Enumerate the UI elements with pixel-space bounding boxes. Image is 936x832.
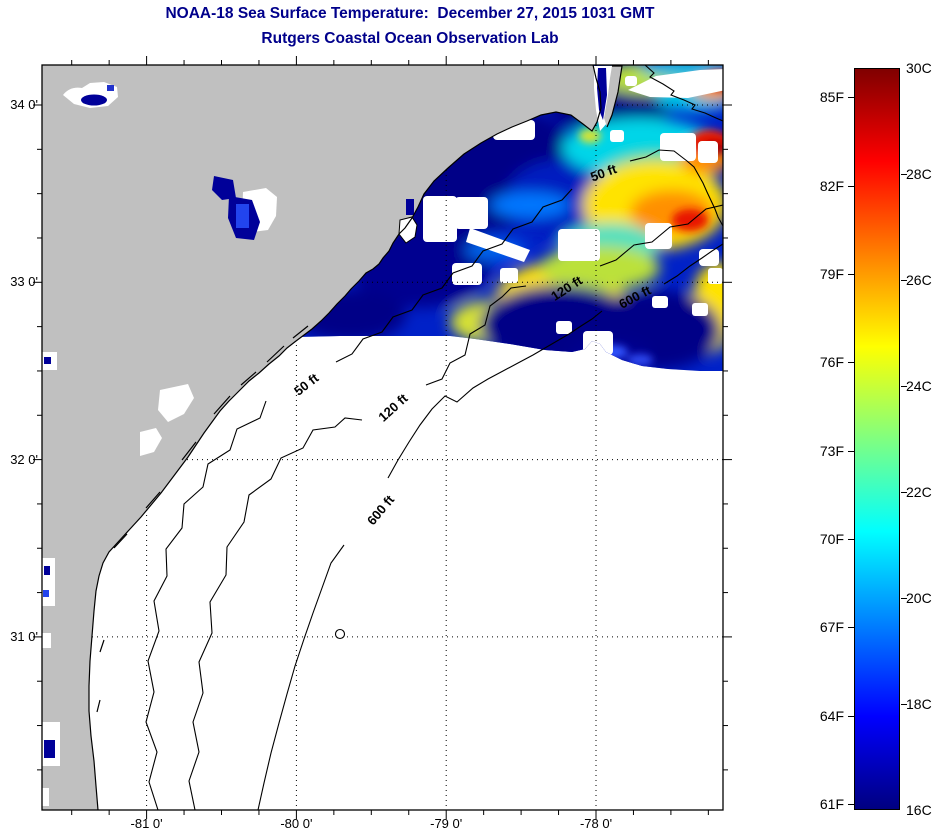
land-mass — [42, 65, 601, 810]
colorbar-label-fahrenheit: 82F — [819, 177, 844, 194]
plot-frame — [41, 64, 724, 811]
colorbar-label-celsius: 24C — [906, 378, 932, 394]
colorbar-tick-fahrenheit — [848, 185, 854, 187]
coastline — [88, 65, 623, 810]
colorbar-label-fahrenheit: 64F — [819, 707, 844, 724]
station-marker — [334, 628, 346, 640]
colorbar-tick-fahrenheit — [848, 539, 854, 541]
colorbar-label-celsius: 28C — [906, 166, 932, 182]
x-axis-tick-label: -81 0' — [130, 816, 163, 831]
colorbar-tick-celsius — [901, 492, 907, 493]
figure-subtitle: Rutgers Coastal Ocean Observation Lab — [261, 30, 559, 47]
x-axis-tick-label: -79 0' — [430, 816, 463, 831]
colorbar-tick-celsius — [901, 386, 907, 387]
colorbar-tick-celsius — [901, 598, 907, 599]
colorbar-tick-fahrenheit — [848, 274, 854, 276]
axis-ticks — [33, 56, 732, 819]
bathymetry-contours — [145, 65, 723, 810]
y-axis-tick-label: 31 0' — [10, 628, 38, 644]
colorbar-label-fahrenheit: 76F — [819, 354, 844, 371]
colorbar-label-celsius: 22C — [906, 484, 932, 500]
colorbar-label-fahrenheit: 70F — [819, 531, 844, 548]
colorbar-tick-fahrenheit — [848, 362, 854, 364]
contour-600ft — [257, 243, 723, 810]
colorbar-tick-celsius — [901, 174, 907, 175]
land-water-features — [42, 66, 622, 806]
colorbar-tick-fahrenheit — [848, 450, 854, 452]
colorbar-tick-fahrenheit — [848, 97, 854, 99]
colorbar-label-celsius: 26C — [906, 272, 932, 288]
colorbar-label-celsius: 16C — [906, 802, 932, 818]
colorbar-tick-fahrenheit — [848, 804, 854, 806]
colorbar-tick-celsius — [901, 280, 907, 281]
colorbar-label-fahrenheit: 79F — [819, 266, 844, 283]
contour-50ft — [145, 65, 723, 810]
x-axis-tick-label: -80 0' — [280, 816, 313, 831]
colorbar-label-celsius: 18C — [906, 696, 932, 712]
y-axis-tick-label: 32 0' — [10, 451, 38, 467]
y-axis-tick-label: 34 0' — [10, 97, 38, 112]
colorbar — [854, 68, 900, 810]
contour-120ft — [188, 204, 723, 810]
figure-title: NOAA-18 Sea Surface Temperature: Decembe… — [165, 5, 655, 22]
colorbar-tick-fahrenheit — [848, 627, 854, 629]
colorbar-label-fahrenheit: 73F — [819, 442, 844, 459]
colorbar-label-celsius: 20C — [906, 590, 932, 606]
colorbar-label-celsius: 30C — [906, 60, 932, 76]
x-axis-tick-label: -78 0' — [579, 816, 613, 831]
colorbar-gradient — [855, 69, 899, 809]
colorbar-tick-fahrenheit — [848, 715, 854, 717]
colorbar-tick-celsius — [901, 704, 907, 705]
colorbar-label-fahrenheit: 67F — [819, 619, 844, 636]
colorbar-label-fahrenheit: 85F — [819, 89, 844, 106]
colorbar-label-fahrenheit: 61F — [819, 796, 844, 813]
y-axis-tick-label: 33 0' — [10, 274, 38, 290]
